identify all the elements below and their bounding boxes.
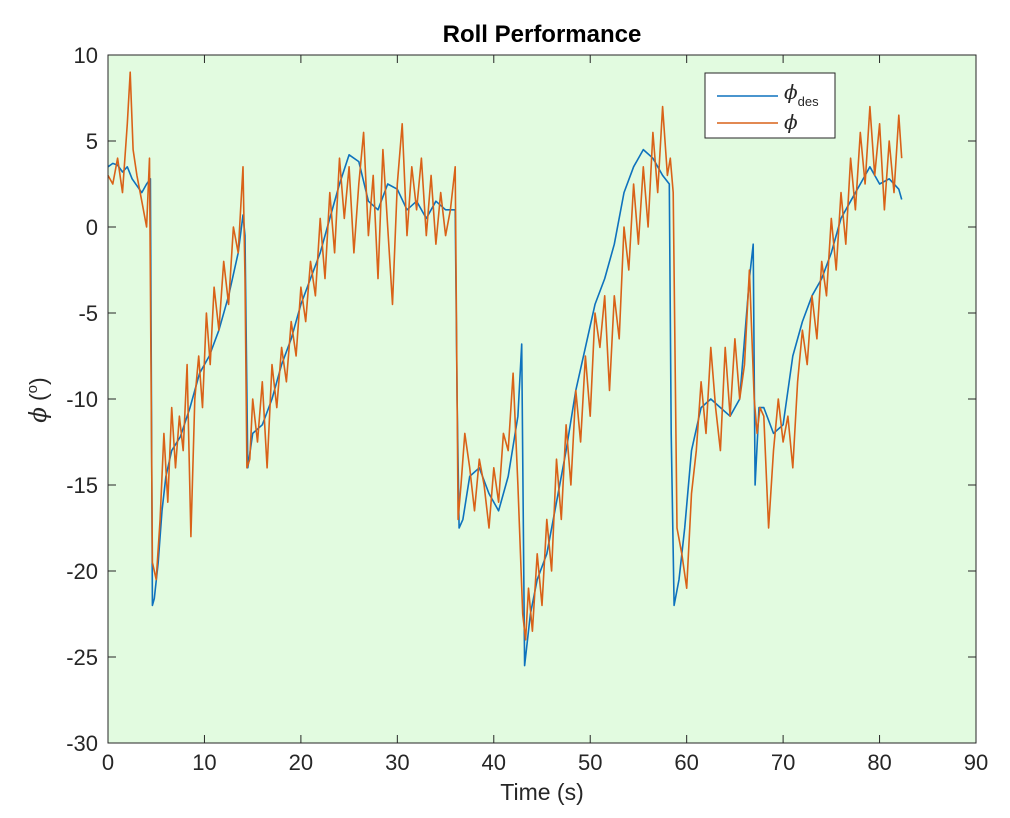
series-line-phi [107,71,903,641]
x-tick-label-70: 70 [771,750,795,775]
series-layer [107,71,903,667]
y-axis-unit-close: ) [25,377,51,385]
legend-label-phi-des-symbol: ϕ [784,80,798,104]
x-tick-label-60: 60 [674,750,698,775]
x-tick-label-80: 80 [867,750,891,775]
x-tick-label-40: 40 [482,750,506,775]
y-tick-label-0: 0 [86,215,98,240]
y-axis-label: ϕ (o) [24,377,52,422]
y-axis-unit-open: ( [25,393,51,401]
x-tick-label-90: 90 [964,750,988,775]
legend-label-phi-des: ϕdes [784,80,819,109]
y-tick-label--10: -10 [66,387,98,412]
y-axis-symbol: ϕ [26,407,52,423]
legend-box [704,72,836,139]
y-tick-label--30: -30 [66,731,98,756]
x-tick-label-10: 10 [192,750,216,775]
chart-title: Roll Performance [443,21,642,48]
y-tick-label--15: -15 [66,473,98,498]
y-tick-label--20: -20 [66,559,98,584]
plot-background [108,55,976,743]
legend-label-phi: ϕ [784,110,798,134]
x-tick-label-30: 30 [385,750,409,775]
y-tick-labels: -30 -25 -20 -15 -10 -5 0 5 10 [66,43,98,756]
x-tick-label-0: 0 [102,750,114,775]
tick-marks [107,54,977,744]
legend: ϕdes ϕ [704,72,836,139]
y-tick-label--5: -5 [78,301,98,326]
x-tick-label-50: 50 [578,750,602,775]
legend-label-phi-des-subscript: des [798,94,819,109]
x-axis-label: Time (s) [500,779,583,805]
y-axis-unit-sup: o [24,385,41,393]
x-tick-label-20: 20 [289,750,313,775]
y-tick-label--25: -25 [66,645,98,670]
x-tick-labels: 0 10 20 30 40 50 60 70 80 90 [102,750,988,775]
y-tick-label-5: 5 [86,129,98,154]
y-tick-label-10: 10 [74,43,98,68]
